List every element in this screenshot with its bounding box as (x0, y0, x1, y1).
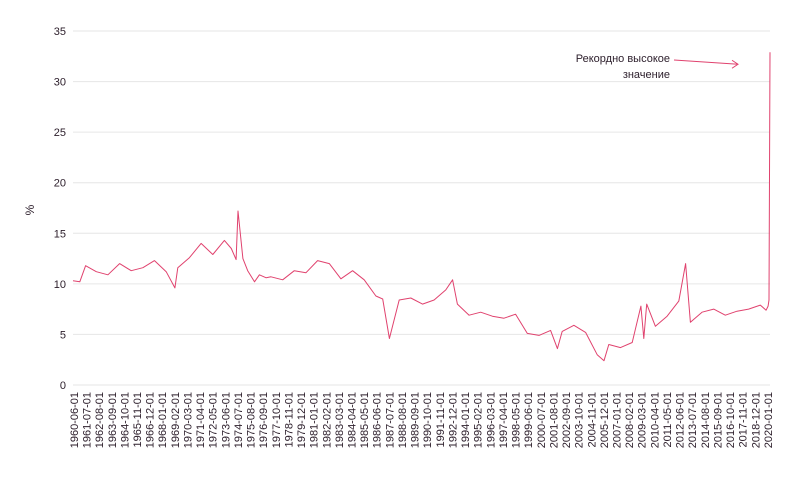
x-tick-label: 1985-05-01 (359, 392, 371, 448)
annotation-line-1: Рекордно высокое (576, 53, 670, 65)
x-tick-label: 1977-10-01 (271, 392, 283, 448)
x-tick-label: 1992-12-01 (447, 392, 459, 448)
x-tick-label: 2014-08-01 (700, 392, 712, 448)
x-tick-label: 2002-09-01 (561, 392, 573, 448)
x-tick-label: 1972-05-01 (208, 392, 220, 448)
x-tick-label: 2016-10-01 (725, 392, 737, 448)
x-tick-label: 1986-06-01 (372, 392, 384, 448)
x-tick-label: 1991-11-01 (435, 392, 447, 447)
x-tick-label: 1995-02-01 (473, 392, 485, 448)
x-tick-label: 2020-01-01 (763, 392, 775, 448)
x-tick-label: 1964-10-01 (119, 392, 131, 448)
y-tick-label: 0 (60, 380, 66, 392)
x-tick-label: 1976-09-01 (258, 392, 270, 448)
x-tick-label: 1989-09-01 (410, 392, 422, 448)
x-tick-label: 1998-05-01 (511, 392, 523, 448)
x-tick-label: 2015-09-01 (712, 392, 724, 448)
y-tick-label: 10 (54, 279, 66, 291)
y-axis-label: % (23, 204, 37, 215)
x-tick-label: 1969-02-01 (170, 392, 182, 448)
x-tick-label: 1981-01-01 (309, 392, 321, 448)
x-tick-label: 2008-02-01 (624, 392, 636, 448)
annotation-line-2: значение (623, 69, 670, 81)
x-tick-label: 1983-03-01 (334, 392, 346, 448)
x-tick-label: 1994-01-01 (460, 392, 472, 448)
x-tick-label: 1982-02-01 (321, 392, 333, 448)
x-tick-label: 1987-07-01 (384, 392, 396, 448)
record-high-annotation: Рекордно высокое значение (576, 53, 739, 81)
y-tick-label: 30 (54, 77, 66, 89)
x-tick-label: 1963-09-01 (107, 392, 119, 448)
x-tick-label: 1966-12-01 (145, 392, 157, 448)
x-tick-label: 1996-03-01 (485, 392, 497, 448)
x-tick-label: 1975-08-01 (246, 392, 258, 448)
x-tick-label: 2007-01-01 (611, 392, 623, 448)
series-line (72, 52, 771, 362)
y-tick-label: 15 (54, 228, 66, 240)
x-tick-label: 1962-08-01 (94, 392, 106, 448)
x-tick-label: 2011-05-01 (662, 392, 674, 447)
x-tick-label: 1997-04-01 (498, 392, 510, 448)
x-tick-label: 1960-06-01 (69, 392, 81, 448)
y-tick-label: 5 (60, 329, 66, 341)
x-tick-label: 2017-11-01 (738, 392, 750, 447)
x-tick-label: 2000-07-01 (536, 392, 548, 448)
x-axis-ticks: 1960-06-01 1961-07-01 1962-08-01 1963-09-01… (69, 392, 775, 448)
x-tick-label: 2005-12-01 (599, 392, 611, 448)
x-tick-label: 1971-04-01 (195, 392, 207, 448)
y-axis-ticks: 0 5 10 15 20 25 30 35 (54, 26, 66, 392)
x-tick-label: 1974-07-01 (233, 392, 245, 448)
x-tick-label: 1965-11-01 (132, 392, 144, 447)
x-tick-label: 1999-06-01 (523, 392, 535, 448)
x-tick-label: 2013-07-01 (687, 392, 699, 448)
x-tick-label: 2018-12-01 (750, 392, 762, 448)
x-tick-label: 2003-10-01 (574, 392, 586, 448)
x-tick-label: 2012-06-01 (675, 392, 687, 448)
x-tick-label: 2009-03-01 (637, 392, 649, 448)
y-tick-label: 25 (54, 127, 66, 139)
x-tick-label: 2001-08-01 (548, 392, 560, 448)
x-tick-label: 1979-12-01 (296, 392, 308, 448)
x-tick-label: 1978-11-01 (283, 392, 295, 447)
annotation-arrow (673, 59, 739, 69)
x-tick-label: 1990-10-01 (422, 392, 434, 448)
x-tick-label: 2010-04-01 (649, 392, 661, 448)
x-tick-label: 1984-04-01 (347, 392, 359, 448)
y-tick-label: 35 (54, 26, 66, 38)
x-tick-label: 1988-08-01 (397, 392, 409, 448)
x-tick-label: 1973-06-01 (220, 392, 232, 448)
x-tick-label: 1970-03-01 (182, 392, 194, 448)
x-tick-label: 2004-11-01 (586, 392, 598, 447)
x-tick-label: 1961-07-01 (82, 392, 94, 448)
gridlines (73, 30, 770, 386)
x-tick-label: 1968-01-01 (157, 392, 169, 448)
y-tick-label: 20 (54, 178, 66, 190)
